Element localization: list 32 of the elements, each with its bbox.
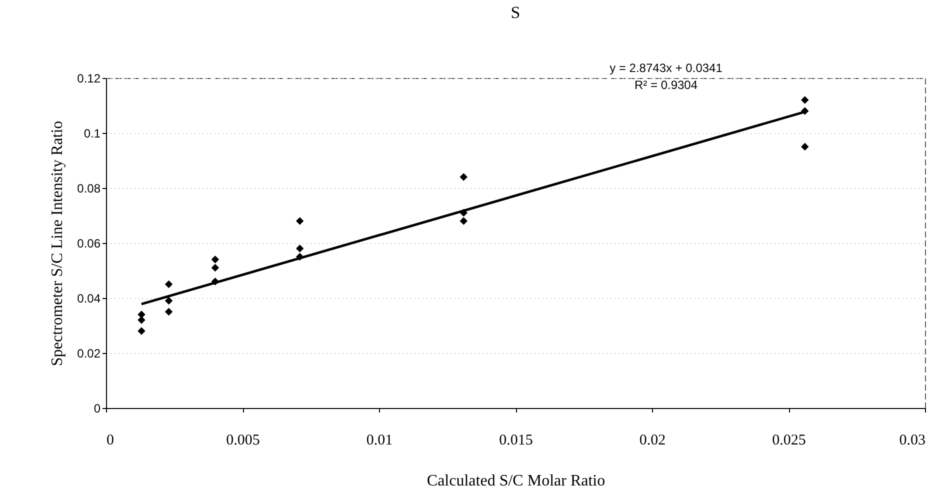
y-tick-label: 0.04: [77, 292, 101, 306]
x-tick-label: 0.025: [772, 432, 806, 448]
y-axis-title: Spectrometer S/C Line Intensity Ratio: [49, 120, 66, 366]
x-tick-label: 0.03: [899, 432, 926, 448]
x-tick-label: 0.005: [226, 432, 260, 448]
point: [164, 296, 173, 305]
point: [296, 244, 304, 252]
point: [164, 308, 173, 316]
y-tick-label: 0.06: [77, 236, 101, 250]
point: [801, 142, 809, 151]
point: [460, 217, 468, 225]
point: [801, 96, 809, 104]
x-tick-label: 0.015: [499, 432, 533, 448]
text: y = 2.8743x + 0.0341: [610, 61, 723, 75]
point: [296, 217, 304, 225]
point: [211, 264, 220, 272]
point: [164, 280, 173, 288]
x-tick-label: 0.01: [366, 432, 393, 448]
chart-title: S: [510, 3, 520, 22]
point: [138, 327, 146, 335]
point: [138, 316, 146, 324]
y-tick-label: 0.02: [77, 346, 101, 360]
point: [460, 173, 468, 181]
point: [211, 256, 220, 264]
x-tick-label: 0: [106, 432, 114, 448]
annotation: R² = 0.9304: [634, 78, 698, 92]
x-tick-label: 0.02: [639, 432, 666, 448]
y-tick-label: 0.08: [77, 182, 101, 196]
y-tick-label: 0.12: [77, 72, 101, 86]
y-tick-label: 0.1: [84, 126, 101, 140]
y-tick-label: 0: [94, 402, 101, 416]
x-axis-title: Calculated S/C Molar Ratio: [426, 472, 606, 490]
